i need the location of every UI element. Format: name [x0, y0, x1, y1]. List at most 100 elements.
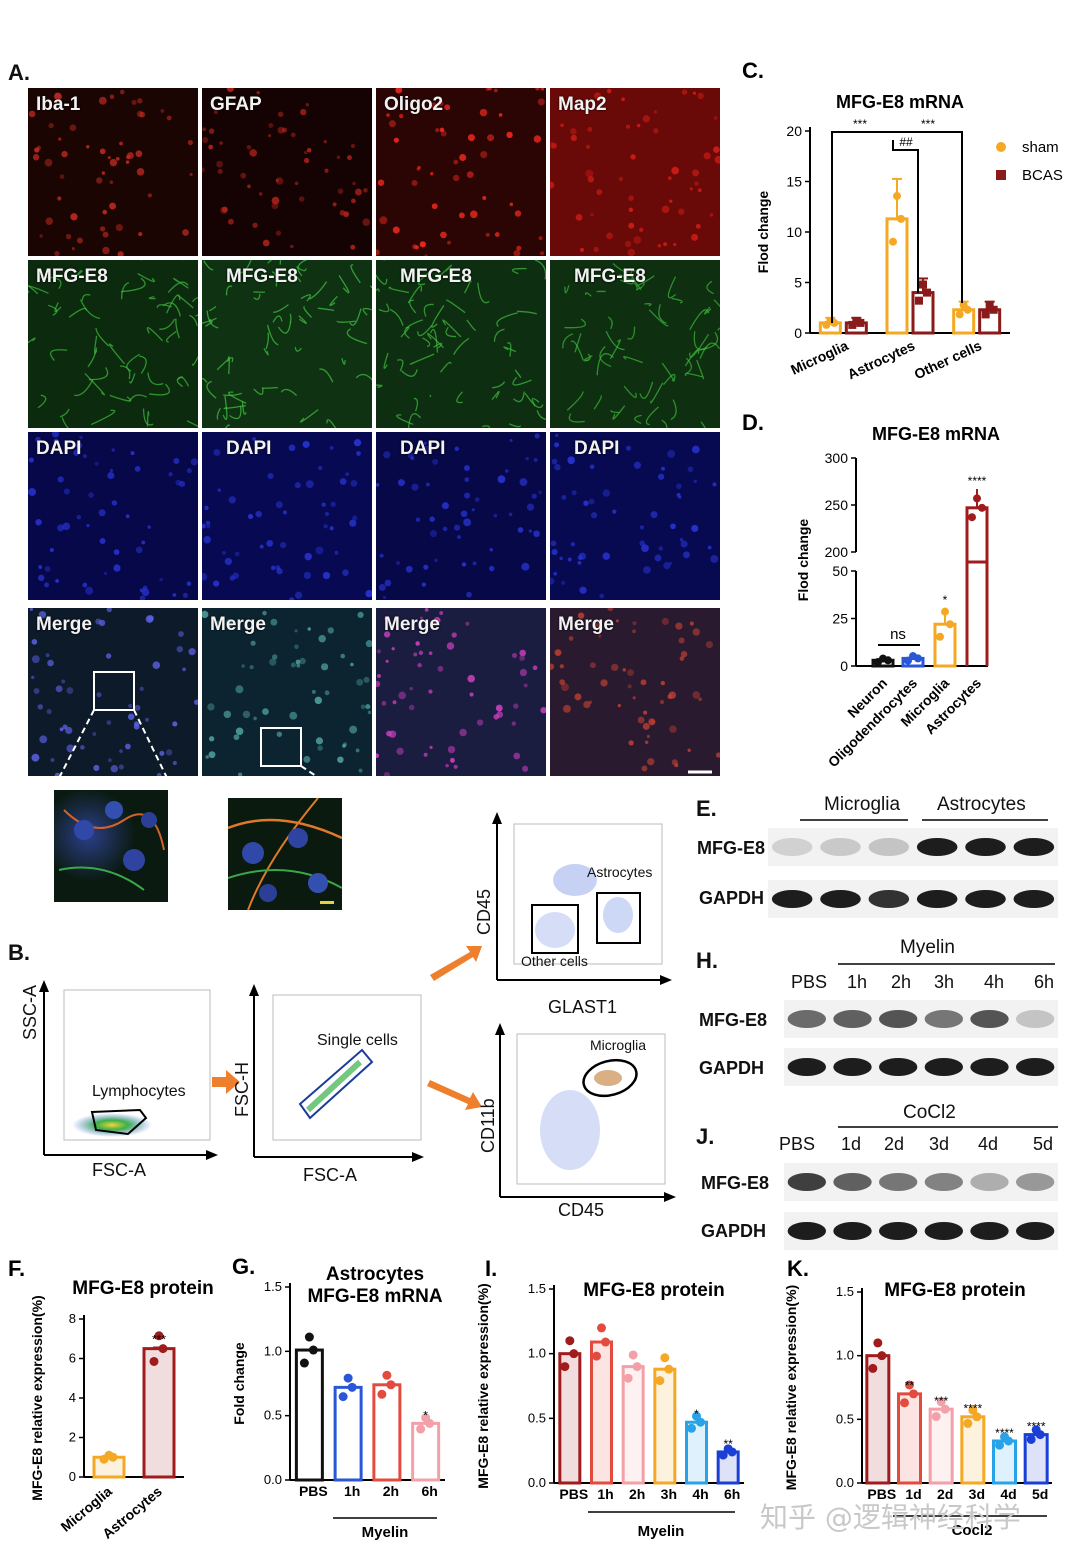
micrograph-label: DAPI	[226, 438, 272, 459]
panel-j-label: J.	[696, 1124, 715, 1149]
y-tick-label: 0	[69, 1469, 76, 1484]
data-point	[560, 1362, 570, 1372]
data-point	[632, 1362, 642, 1372]
micrograph-1-1: Iba-1	[28, 88, 198, 256]
y-tick-label: 1.5	[264, 1279, 282, 1294]
micrograph-3-2: DAPI	[202, 432, 372, 600]
y-tick-label: 8	[69, 1311, 76, 1326]
blot-strip	[784, 1000, 1058, 1038]
data-point	[421, 1413, 431, 1423]
data-point	[592, 1351, 601, 1361]
micrograph-4-3: Merge	[376, 608, 546, 776]
y-tick-label: 20	[786, 123, 802, 139]
flow-plot-cd45-glast1	[492, 812, 672, 985]
significance-bracket	[892, 140, 919, 293]
watermark: 知乎 @逻辑神经科学	[760, 1501, 1021, 1534]
significance-label: ****	[963, 1402, 982, 1416]
y-tick-label: 10	[786, 224, 802, 240]
panel-b-label: B.	[8, 940, 30, 965]
micrograph-3-4: DAPI	[550, 432, 720, 600]
data-point	[931, 1412, 941, 1422]
y-tick-label: 250	[825, 497, 849, 513]
bar	[294, 1348, 324, 1482]
micrograph-2-3: MFG-E8	[376, 260, 546, 428]
micrograph-label: Iba-1	[36, 94, 81, 115]
lane-label: 2d	[884, 1134, 905, 1154]
blot-e-group2: Astrocytes	[937, 794, 1026, 815]
data-point	[338, 1392, 348, 1402]
data-point	[382, 1370, 392, 1380]
chart-title: MFG-E8 protein	[72, 1278, 213, 1299]
data-point	[868, 1363, 878, 1373]
bar	[590, 1340, 613, 1485]
data-point	[718, 1450, 728, 1460]
panel-label: C.	[742, 58, 764, 83]
significance-label: *	[694, 1407, 699, 1421]
chart-title: MFG-E8 mRNA	[836, 92, 964, 112]
lane-label: PBS	[791, 972, 828, 992]
y-tick-label: 1.5	[836, 1284, 854, 1299]
data-point	[989, 305, 998, 314]
micrograph-4-2: Merge	[202, 608, 372, 776]
micrograph-label: Merge	[558, 614, 614, 635]
group-label: Cocl2	[952, 1522, 993, 1539]
group-label: Myelin	[638, 1523, 685, 1540]
y-tick-label: 0	[794, 325, 802, 341]
significance-label: ***	[921, 117, 935, 131]
data-point	[628, 1350, 638, 1360]
y-tick-label: 0.5	[264, 1408, 282, 1423]
data-point	[692, 1411, 701, 1421]
significance-label: ***	[152, 1332, 166, 1346]
flow4-xlabel: CD45	[558, 1200, 605, 1220]
y-tick-label: 1.0	[264, 1343, 282, 1358]
data-point	[623, 1373, 633, 1383]
micrograph-4-1: Merge	[28, 608, 198, 776]
blot-j-row1-label: MFG-E8	[701, 1173, 770, 1193]
x-tick-label: 6h	[421, 1483, 437, 1499]
chart-title: MFG-E8 protein	[884, 1280, 1025, 1301]
data-point	[873, 1338, 883, 1348]
data-point	[416, 1424, 426, 1434]
y-tick-label: 300	[825, 450, 849, 466]
data-point	[919, 280, 927, 289]
micrograph-label: MFG-E8	[226, 266, 298, 287]
micrograph-label: DAPI	[36, 438, 82, 459]
flow2-xlabel: FSC-A	[303, 1165, 357, 1185]
y-axis-label: Flod change	[755, 191, 771, 274]
data-point	[972, 1412, 982, 1422]
data-point	[377, 1389, 387, 1399]
micrograph-label: Merge	[210, 614, 266, 635]
x-tick-label: PBS	[299, 1483, 328, 1499]
x-tick-label: PBS	[867, 1486, 896, 1502]
data-point	[158, 1344, 168, 1354]
data-point	[897, 214, 905, 223]
bar	[372, 1383, 402, 1482]
data-point	[981, 310, 990, 319]
y-tick-label: 0.5	[528, 1410, 546, 1425]
chart-K: 0.0 0.5 1.0 1.5 PBS ** 1d *** 2d **** 3d **** 4d ****…	[783, 1256, 1052, 1539]
lane-label: 1d	[841, 1134, 862, 1154]
panel-h-label: H.	[696, 948, 718, 973]
data-point	[569, 1349, 579, 1359]
legend-marker-sham	[996, 142, 1006, 152]
data-point	[601, 1337, 610, 1347]
lane-label: 1h	[847, 972, 868, 992]
data-point	[923, 288, 931, 297]
data-point	[936, 1397, 946, 1407]
micrograph-label: Merge	[36, 614, 92, 635]
micrograph-label: MFG-E8	[36, 266, 108, 287]
chart-title: MFG-E8 mRNA	[872, 424, 1000, 444]
lane-label: PBS	[779, 1134, 816, 1154]
bar	[411, 1421, 441, 1482]
chart-subtitle: MFG-E8 mRNA	[307, 1286, 442, 1307]
y-tick-label: 0.0	[836, 1475, 854, 1490]
x-tick-label: 3d	[969, 1486, 985, 1502]
micrograph-label: DAPI	[400, 438, 446, 459]
significance-bracket	[831, 131, 963, 323]
micrograph-label: MFG-E8	[574, 266, 646, 287]
blot-strip	[784, 1212, 1058, 1250]
data-point	[848, 320, 857, 329]
